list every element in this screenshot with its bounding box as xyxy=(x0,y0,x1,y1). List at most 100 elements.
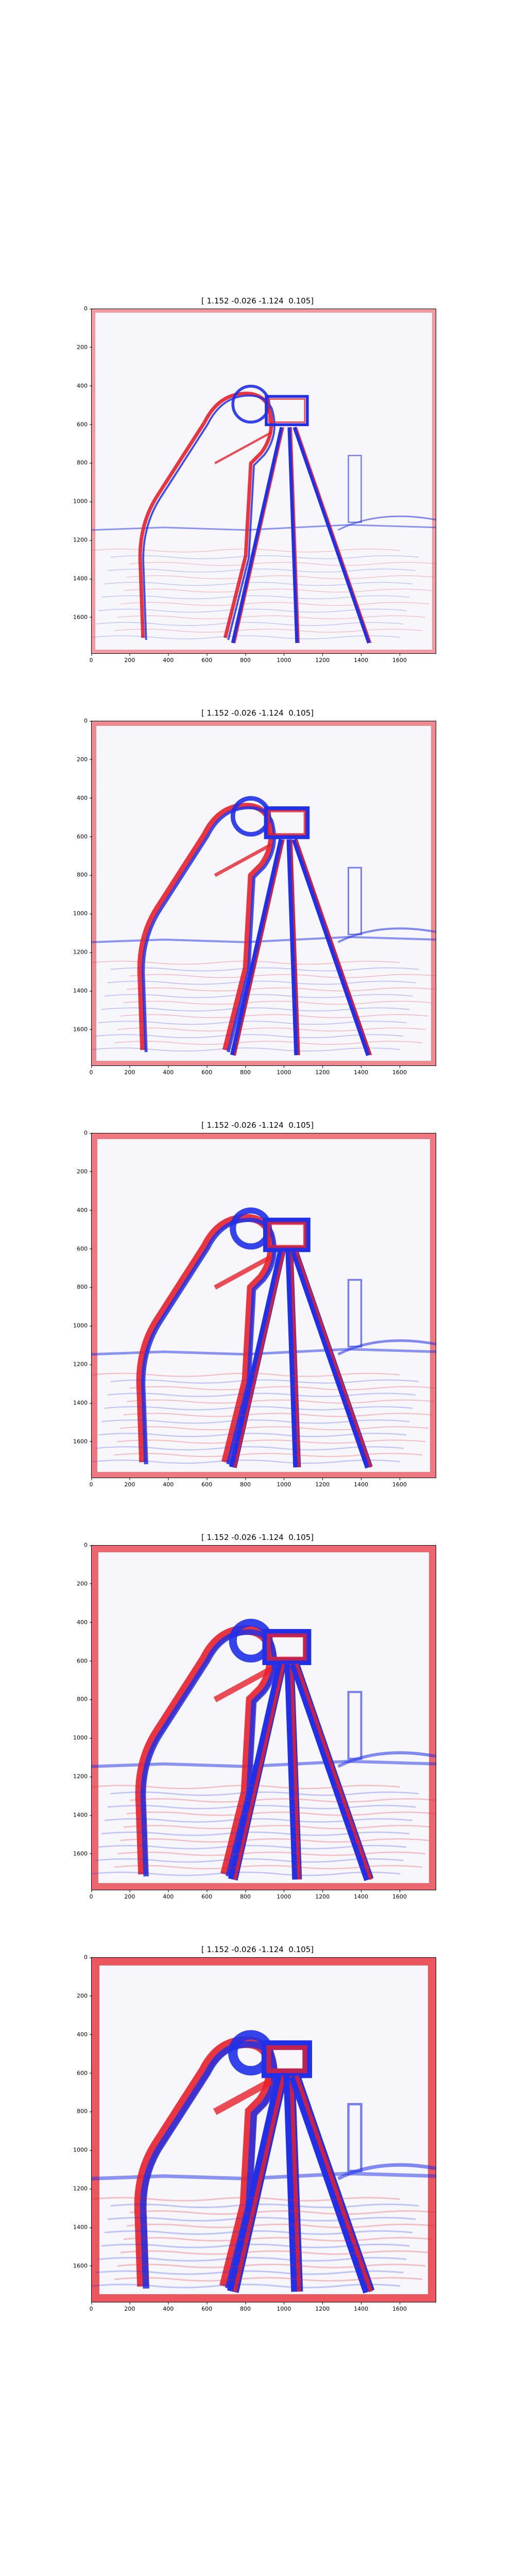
y-tick-label: 400 xyxy=(77,2031,92,2038)
ground-texture xyxy=(114,1041,423,1045)
y-tick-label: 1200 xyxy=(73,2185,92,2192)
y-tick-label: 600 xyxy=(77,421,92,428)
ground-texture xyxy=(92,548,400,553)
image-border-edge xyxy=(92,1958,436,2302)
tripod-leg-center xyxy=(284,1663,302,1880)
x-tick-label: 1400 xyxy=(354,1065,369,1076)
x-tick-label: 1000 xyxy=(277,653,291,664)
y-tick-label: 1600 xyxy=(73,1438,92,1445)
ground-texture xyxy=(114,629,423,633)
ground-texture xyxy=(92,1460,401,1464)
x-tick-label: 1000 xyxy=(277,2302,291,2312)
tripod-leg-left xyxy=(230,839,285,1056)
camera-inner-edge xyxy=(267,1633,307,1661)
ground-texture xyxy=(92,1785,400,1789)
ground-texture xyxy=(95,1446,404,1451)
person-outline-inner xyxy=(140,2041,278,2290)
x-tick-label: 200 xyxy=(124,2302,135,2312)
tripod-leg-right xyxy=(290,1250,373,1469)
camera-edge xyxy=(262,1629,312,1665)
x-tick-label: 600 xyxy=(201,2302,213,2312)
ground-texture xyxy=(120,1014,429,1019)
y-tick-label: 1400 xyxy=(73,1811,92,1819)
ground-texture xyxy=(120,2250,429,2255)
y-tick-label: 200 xyxy=(77,756,92,763)
edge-heatmap-image xyxy=(91,1133,436,1478)
y-tick-label: 600 xyxy=(77,1245,92,1252)
y-tick-label: 1400 xyxy=(73,575,92,582)
ground-texture xyxy=(98,608,407,613)
tripod-leg-center xyxy=(287,427,299,643)
x-tick-label: 1600 xyxy=(392,1478,407,1488)
x-tick-label: 1200 xyxy=(315,2302,330,2312)
tripod-leg-center-highlight xyxy=(289,1664,301,1880)
ground-texture xyxy=(101,595,410,599)
x-tick-label: 800 xyxy=(239,1065,251,1076)
image-border-edge xyxy=(92,1546,436,1890)
ground-texture xyxy=(117,1439,426,1444)
y-tick-label: 1400 xyxy=(73,987,92,994)
x-tick-label: 200 xyxy=(124,1065,135,1076)
tripod-leg-center-highlight xyxy=(289,2076,301,2292)
y-tick-label: 200 xyxy=(77,1168,92,1175)
figure-panel: [ 1.152 -0.026 -1.124 0.105] 0 200 400 600 80… xyxy=(0,1533,515,1924)
bridge-edge xyxy=(337,515,436,531)
tripod-leg-left xyxy=(229,1250,286,1468)
ground-texture xyxy=(110,2204,419,2209)
y-tick-label: 400 xyxy=(77,1207,92,1214)
y-tick-label: 400 xyxy=(77,1619,92,1626)
ground-texture xyxy=(92,1047,401,1052)
figure-panel: [ 1.152 -0.026 -1.124 0.105] 0 200 400 600 80… xyxy=(0,1945,515,2336)
ground-texture xyxy=(92,1372,400,1377)
tripod-leg-right-highlight xyxy=(295,1663,373,1880)
x-tick-label: 1400 xyxy=(354,1478,369,1488)
ground-texture xyxy=(126,2223,435,2228)
x-tick-label: 1600 xyxy=(392,653,407,664)
ground-texture xyxy=(101,1832,410,1836)
y-tick-label: 1000 xyxy=(73,910,92,917)
x-tick-label: 400 xyxy=(163,1478,174,1488)
ground-texture xyxy=(104,2230,413,2235)
ground-texture xyxy=(95,1034,404,1039)
y-tick-label: 1000 xyxy=(73,1734,92,1741)
figure-panel: [ 1.152 -0.026 -1.124 0.105] 0 200 400 600 80… xyxy=(0,296,515,688)
x-tick-label: 0 xyxy=(89,1890,93,1900)
ground-texture xyxy=(92,1871,401,1876)
edge-heatmap-image xyxy=(91,721,436,1066)
x-tick-label: 1200 xyxy=(315,1478,330,1488)
ground-texture xyxy=(114,2277,423,2282)
ground-texture xyxy=(101,1007,410,1012)
y-tick-label: 1600 xyxy=(73,2262,92,2269)
ground-texture xyxy=(110,1791,419,1796)
figure-panel: [ 1.152 -0.026 -1.124 0.105] 0 200 400 600 80… xyxy=(0,708,515,1100)
x-tick-label: 1200 xyxy=(315,653,330,664)
y-tick-label: 0 xyxy=(84,1954,92,1961)
tripod-leg-center-highlight xyxy=(290,839,300,1056)
x-tick-label: 600 xyxy=(201,1478,213,1488)
ground-texture xyxy=(95,622,404,626)
person-outline-inner xyxy=(141,1217,277,1465)
y-tick-label: 0 xyxy=(84,1541,92,1549)
ground-texture xyxy=(98,1433,407,1437)
ground-texture xyxy=(104,1406,413,1411)
x-tick-label: 1000 xyxy=(277,1065,291,1076)
x-tick-label: 0 xyxy=(89,1065,93,1076)
y-tick-label: 600 xyxy=(77,2070,92,2077)
y-tick-label: 1200 xyxy=(73,948,92,956)
tripod-leg-left-highlight xyxy=(234,839,285,1056)
x-tick-label: 1200 xyxy=(315,1890,330,1900)
x-tick-label: 1600 xyxy=(392,1890,407,1900)
x-tick-label: 800 xyxy=(239,1890,251,1900)
ground-texture xyxy=(104,582,413,586)
ground-texture xyxy=(101,2243,410,2248)
x-tick-label: 400 xyxy=(163,653,174,664)
ground-texture xyxy=(120,1426,429,1431)
x-tick-label: 1000 xyxy=(277,1890,291,1900)
arm-edge xyxy=(213,1666,273,1703)
x-tick-label: 1400 xyxy=(354,2302,369,2312)
ground-texture xyxy=(126,575,435,580)
tripod-leg-left-highlight xyxy=(233,2075,286,2292)
ground-texture xyxy=(114,1865,423,1870)
ground-texture xyxy=(123,588,432,593)
heatmap-svg xyxy=(92,309,436,653)
